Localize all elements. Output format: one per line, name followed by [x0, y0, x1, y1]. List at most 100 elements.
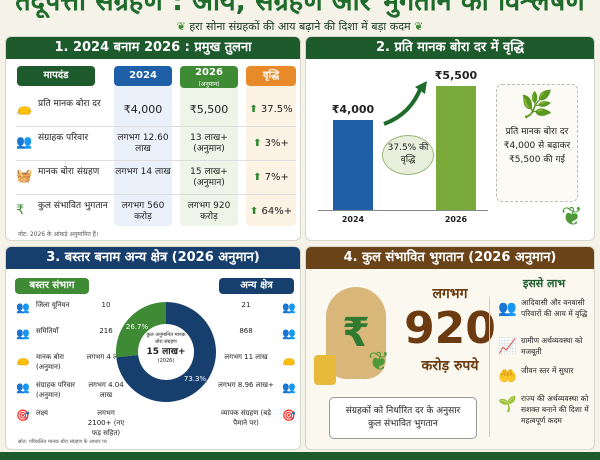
- arrow-up-icon: ⬆: [253, 172, 262, 183]
- plant-icon: 🌱: [498, 395, 517, 413]
- chart-baseline: [318, 210, 488, 211]
- row-label: प्रति मानक बोरा दर: [38, 99, 101, 109]
- people-icon: 👥: [16, 301, 30, 314]
- hands-icon: 🤲: [498, 367, 517, 385]
- growth-value: ⬆ 3%+: [246, 138, 296, 150]
- growth-text: 7%+: [264, 172, 289, 183]
- people-icon: 👥: [282, 301, 296, 314]
- row-divider: [16, 126, 296, 127]
- bar-2024: [333, 120, 373, 210]
- source-note: स्रोत: परिकलित मानक बोरा संग्रहण के आधार…: [18, 439, 108, 445]
- page-subtitle: ❦ हरा सोना संग्रहकों की आय बढ़ाने की दिश…: [0, 20, 600, 34]
- col-header-parameter: मापदंड: [17, 66, 95, 86]
- value-2026: लगभग 920 करोड़: [187, 201, 231, 222]
- bar-category-label: 2024: [341, 215, 365, 224]
- sack-icon: 👝: [16, 101, 33, 116]
- money-bag-icon: ₹: [326, 287, 386, 379]
- rupee-icon: ₹: [16, 203, 25, 218]
- panel-title: 2. प्रति मानक बोरा दर में वृद्धि: [306, 37, 594, 59]
- row-label: कुल संभावित भुगतान: [38, 201, 108, 211]
- note: नोट: 2026 के आंकड़े अनुमानित हैं।: [18, 231, 99, 238]
- growth-badge: 37.5% की वृद्धि: [382, 135, 434, 175]
- row-divider: [16, 160, 296, 161]
- bastar-value: 216: [99, 327, 113, 335]
- arrow-up-icon: ⬆: [253, 138, 262, 149]
- payment-unit: करोड़ रुपये: [421, 358, 479, 374]
- subtitle-text: हरा सोना संग्रहकों की आय बढ़ाने की दिशा …: [189, 20, 411, 33]
- row-label: मानक बोरा संग्रहण: [38, 167, 100, 177]
- collection-donut-chart: 73.3% 26.7%: [116, 302, 216, 402]
- people-icon: 👥: [498, 299, 517, 317]
- value-2026: 15 लाख+ (अनुमान): [190, 167, 228, 188]
- growth-chart-icon: 📈: [498, 337, 517, 355]
- benefit-text: ग्रामीण अर्थव्यवस्था को मजबूती: [521, 336, 583, 356]
- footer-bar: [0, 452, 600, 460]
- sack-icon: 👝: [282, 353, 296, 366]
- growth-text: 3%+: [264, 138, 289, 149]
- leaf-icon: ❦: [368, 347, 390, 377]
- row-label: संग्राहक परिवार: [38, 133, 89, 143]
- growth-value: ⬆ 7%+: [246, 172, 296, 184]
- growth-text: 37.5%: [260, 104, 293, 115]
- panel-title: 3. बस्तर बनाम अन्य क्षेत्र (2026 अनुमान): [6, 247, 300, 269]
- approx-label: लगभग: [432, 286, 468, 302]
- growth-value: ⬆ 37.5%: [246, 104, 296, 116]
- row-divider: [16, 194, 296, 195]
- donut-center: कुल अनुमानित मानक बोरा संग्रहण 15 लाख+ (…: [144, 332, 188, 365]
- row-label: समितियाँ: [36, 327, 59, 335]
- other-value: व्यापक संग्रहण (बड़े पैमाने पर): [221, 409, 271, 427]
- value-2026: ₹5,500: [189, 103, 229, 116]
- people-icon: 👥: [16, 327, 30, 340]
- value-2024: लगभग 14 लाख: [115, 167, 171, 177]
- panel-title: 4. कुल संभावित भुगतान (2026 अनुमान): [306, 247, 594, 269]
- benefit-text: जीवन स्तर में सुधार: [521, 366, 574, 375]
- target-icon: 🎯: [282, 409, 296, 422]
- benefit-text: आदिवासी और वनवासी परिवारों की आय में वृद…: [521, 298, 588, 318]
- bastar-vs-others-panel: 3. बस्तर बनाम अन्य क्षेत्र (2026 अनुमान)…: [5, 246, 301, 450]
- benefit-text: राज्य की अर्थव्यवस्था को सशक्त बनाने की …: [521, 394, 589, 425]
- other-value: 21: [241, 301, 251, 309]
- row-label: जिला यूनियन: [36, 301, 70, 309]
- bar-2026: [436, 86, 476, 210]
- arrow-up-icon: ⬆: [249, 104, 258, 115]
- leaf-decoration-icon: ❦: [561, 202, 583, 232]
- value-2024: लगभग 12.60 लाख: [117, 133, 169, 154]
- leaf-icon: ❦: [414, 20, 424, 33]
- bastar-header: बस्तर संभाग: [15, 278, 89, 294]
- bastar-value: लगभग 2100+ (नए फड़ सहित): [87, 409, 125, 437]
- other-value: लगभग 11 लाख: [224, 353, 268, 361]
- donut-slice-label: 26.7%: [126, 323, 149, 331]
- donut-center-year: (2026): [157, 358, 175, 364]
- growth-arrow: [383, 81, 427, 126]
- growth-value: ⬆ 64%+: [246, 206, 296, 218]
- donut-slice-bastar: [116, 302, 166, 358]
- value-2024: लगभग 560 करोड़: [121, 201, 165, 222]
- payment-info-box: संग्रहकों को निर्धारित दर के अनुसार कुल …: [329, 397, 477, 439]
- comparison-panel: 1. 2024 बनाम 2026 : प्रमुख तुलना मापदंड …: [5, 36, 301, 241]
- donut-slice-other: [116, 302, 216, 402]
- estimate-label: (अनुमान): [198, 81, 220, 88]
- bastar-value: लगभग 4.04 लाख: [88, 381, 124, 399]
- col-header-2024: 2024: [114, 66, 172, 86]
- arrow-up-icon: ⬆: [249, 206, 259, 217]
- rate-increase-panel: 2. प्रति मानक बोरा दर में वृद्धि ₹4,000 …: [305, 36, 595, 241]
- bar-value-label: ₹4,000: [331, 103, 375, 116]
- people-icon: 👥: [16, 381, 30, 394]
- leaf-basket-icon: 🌿: [520, 90, 554, 120]
- people-icon: 👥: [282, 327, 296, 340]
- other-value: 868: [239, 327, 253, 335]
- value-2026: 13 लाख+ (अनुमान): [190, 133, 228, 154]
- value-2024: ₹4,000: [123, 103, 163, 116]
- col-header-growth: वृद्धि: [246, 66, 296, 86]
- benefits-title: इससे लाभ: [522, 277, 566, 290]
- panel-title: 1. 2024 बनाम 2026 : प्रमुख तुलना: [6, 37, 300, 59]
- payment-amount: 920: [404, 303, 496, 354]
- year-2026: 2026: [195, 67, 223, 78]
- donut-center-label: कुल अनुमानित मानक बोरा संग्रहण: [146, 332, 186, 345]
- growth-text: 64%+: [261, 206, 293, 217]
- donut-center-value: 15 लाख+: [146, 347, 186, 357]
- divider: [489, 297, 490, 437]
- donut-slice-label: 73.3%: [184, 375, 207, 383]
- target-icon: 🎯: [16, 409, 30, 422]
- sack-icon: 👝: [16, 353, 30, 366]
